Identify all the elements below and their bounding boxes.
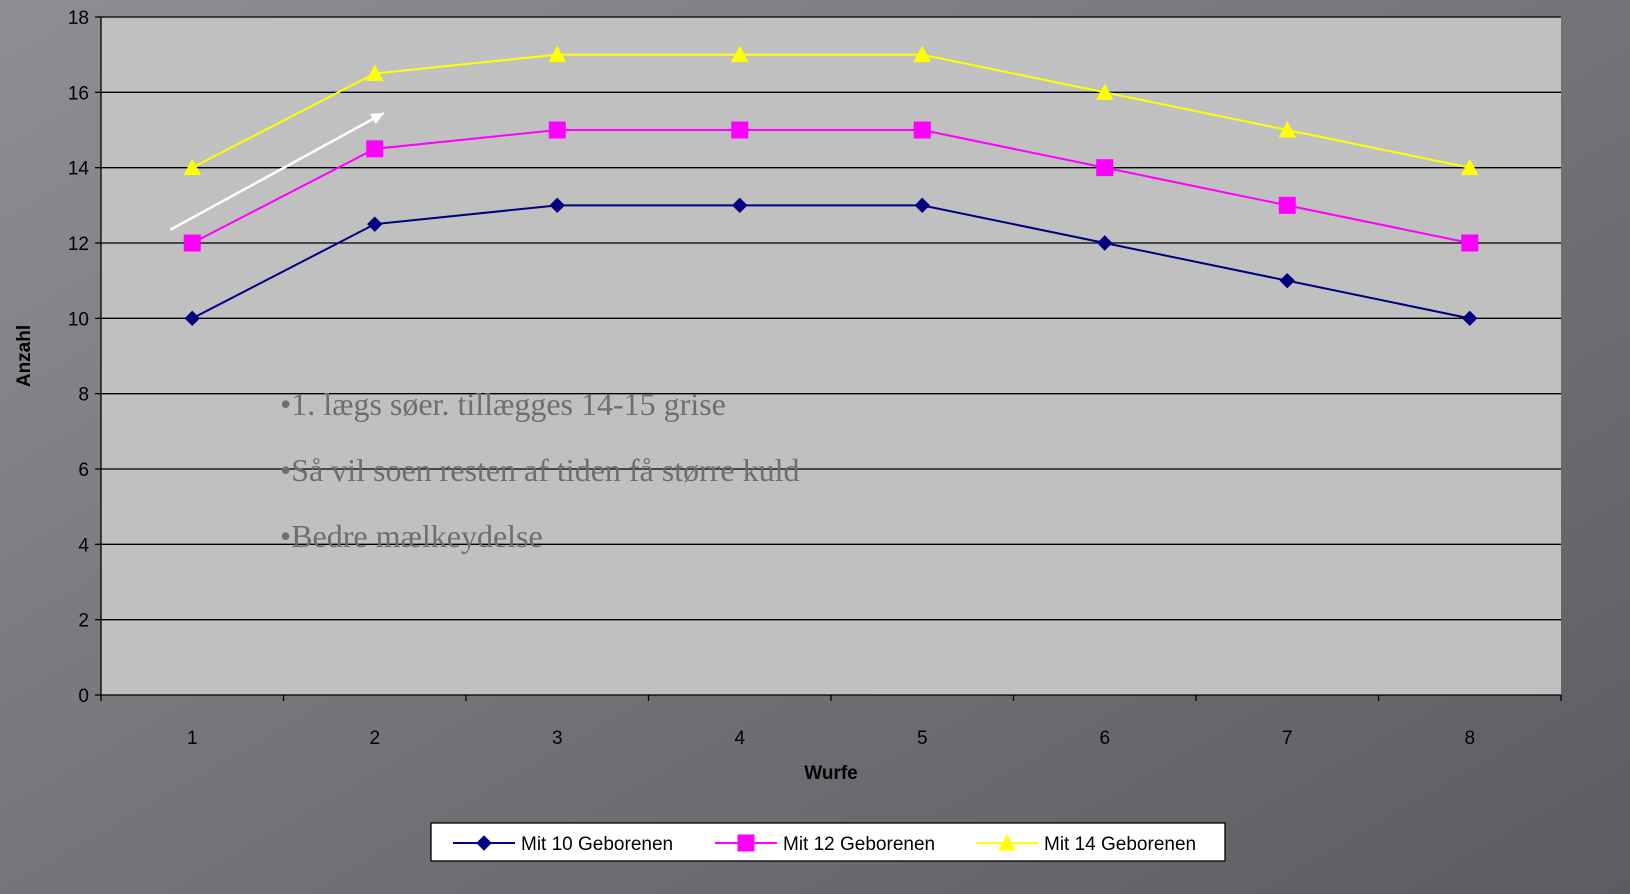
tick-label-x-1: 1 bbox=[187, 728, 198, 749]
series-line-2 bbox=[191, 129, 1470, 244]
tick-label-y-12: 12 bbox=[68, 234, 89, 255]
tick-label-y-18: 18 bbox=[68, 8, 89, 29]
annotation-3: •Bedre mælkeydelse bbox=[280, 518, 543, 554]
legend-label-3: Mit 14 Geborenen bbox=[1044, 834, 1196, 855]
point-series1-x7 bbox=[1279, 272, 1295, 289]
trend-arrow-shaft bbox=[169, 111, 385, 231]
point-series1-x3 bbox=[549, 197, 565, 214]
legend-box bbox=[430, 822, 1226, 862]
point-series1-x5 bbox=[914, 197, 930, 214]
annotation-2: •Så vil soen resten af tiden få større k… bbox=[280, 452, 800, 488]
point-series2-x8 bbox=[1461, 234, 1479, 252]
x-axis-title: Wurfe bbox=[804, 763, 857, 784]
legend-label-1: Mit 10 Geborenen bbox=[521, 834, 673, 855]
point-series3-x6 bbox=[1095, 83, 1114, 100]
point-series3-x5 bbox=[913, 45, 932, 63]
point-series2-x1 bbox=[183, 234, 201, 252]
tick-label-x-8: 8 bbox=[1464, 728, 1475, 749]
tick-label-x-7: 7 bbox=[1282, 728, 1293, 749]
series-line-1 bbox=[191, 204, 1470, 320]
tick-label-x-4: 4 bbox=[734, 728, 745, 749]
trend-arrow-head bbox=[369, 113, 384, 125]
tick-label-x-6: 6 bbox=[1099, 728, 1110, 749]
point-series3-x4 bbox=[730, 45, 749, 63]
point-series1-x8 bbox=[1462, 310, 1478, 327]
tick-label-y-0: 0 bbox=[78, 686, 89, 707]
legend-marker-3 bbox=[998, 833, 1016, 851]
point-series2-x6 bbox=[1096, 159, 1114, 177]
point-series1-x2 bbox=[367, 216, 383, 232]
tick-label-y-6: 6 bbox=[78, 460, 89, 481]
legend-label-2: Mit 12 Geborenen bbox=[783, 834, 935, 855]
legend-marker-1 bbox=[476, 835, 492, 851]
point-series3-x8 bbox=[1460, 158, 1479, 176]
point-series3-x1 bbox=[183, 158, 202, 176]
point-series3-x3 bbox=[548, 45, 567, 63]
legend-marker-2 bbox=[737, 834, 755, 852]
tick-label-x-2: 2 bbox=[369, 728, 380, 749]
point-series2-x3 bbox=[548, 121, 566, 139]
tick-label-y-4: 4 bbox=[78, 535, 89, 556]
point-series1-x6 bbox=[1097, 235, 1113, 251]
point-series1-x4 bbox=[732, 197, 748, 214]
tick-label-y-8: 8 bbox=[78, 385, 89, 406]
point-series2-x2 bbox=[366, 140, 384, 158]
tick-label-y-10: 10 bbox=[68, 309, 89, 330]
tick-label-x-5: 5 bbox=[917, 728, 928, 749]
point-series2-x7 bbox=[1278, 196, 1296, 214]
plot-area bbox=[101, 17, 1561, 695]
tick-label-x-3: 3 bbox=[552, 728, 563, 749]
point-series2-x5 bbox=[913, 121, 931, 139]
tick-label-y-16: 16 bbox=[68, 83, 89, 104]
point-series3-x2 bbox=[365, 64, 384, 81]
series-line-3 bbox=[191, 53, 1470, 169]
tick-label-y-2: 2 bbox=[78, 611, 89, 632]
point-series1-x1 bbox=[184, 310, 200, 327]
point-series3-x7 bbox=[1278, 120, 1297, 138]
point-series2-x4 bbox=[731, 121, 749, 139]
y-axis-title: Anzahl bbox=[14, 325, 35, 387]
annotation-1: •1. lægs søer. tillægges 14-15 grise bbox=[280, 386, 726, 422]
tick-label-y-14: 14 bbox=[68, 159, 90, 180]
